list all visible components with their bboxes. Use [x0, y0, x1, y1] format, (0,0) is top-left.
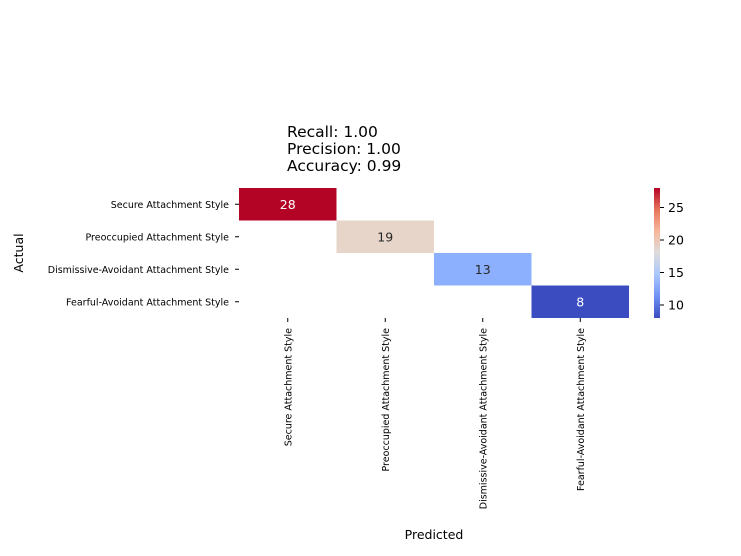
heatmap-cell: [434, 253, 532, 286]
colorbar-tick-label: 10: [668, 298, 684, 313]
colorbar-tick-label: 20: [668, 233, 684, 248]
heatmap-cell: [239, 188, 337, 221]
x-axis-label: Predicted: [405, 527, 464, 542]
y-tick-label: Secure Attachment Style: [111, 200, 229, 211]
cell-value-label: 13: [475, 262, 491, 277]
heatmap-cells: 28 19 13 8: [239, 188, 629, 318]
y-tick-label: Dismissive-Avoidant Attachment Style: [48, 265, 229, 276]
x-tick-label: Secure Attachment Style: [283, 328, 294, 446]
colorbar-gradient: [654, 188, 660, 318]
colorbar-tick-label: 15: [668, 265, 684, 280]
recall-text: Recall: 1.00: [287, 123, 378, 141]
cell-value-label: 19: [377, 229, 393, 244]
heatmap-cell: [336, 220, 434, 253]
y-axis-ticks: Secure Attachment Style Preoccupied Attac…: [48, 200, 239, 308]
x-tick-label: Dismissive-Avoidant Attachment Style: [478, 328, 489, 509]
x-axis-ticks: Secure Attachment Style Preoccupied Attac…: [283, 318, 587, 509]
y-tick-label: Fearful-Avoidant Attachment Style: [66, 297, 229, 308]
x-tick-label: Preoccupied Attachment Style: [381, 328, 392, 472]
x-tick-label: Fearful-Avoidant Attachment Style: [576, 328, 587, 491]
metrics-summary: Recall: 1.00 Precision: 1.00 Accuracy: 0…: [287, 124, 401, 175]
y-tick-label: Preoccupied Attachment Style: [85, 232, 229, 243]
colorbar: 10 15 20 25: [654, 188, 684, 318]
cell-value-label: 28: [280, 197, 296, 212]
heatmap-cell: [531, 285, 629, 318]
accuracy-text: Accuracy: 0.99: [287, 157, 402, 175]
precision-text: Precision: 1.00: [287, 140, 401, 158]
y-axis-label: Actual: [11, 233, 26, 272]
colorbar-tick-label: 25: [668, 200, 684, 215]
cell-value-label: 8: [576, 294, 584, 309]
